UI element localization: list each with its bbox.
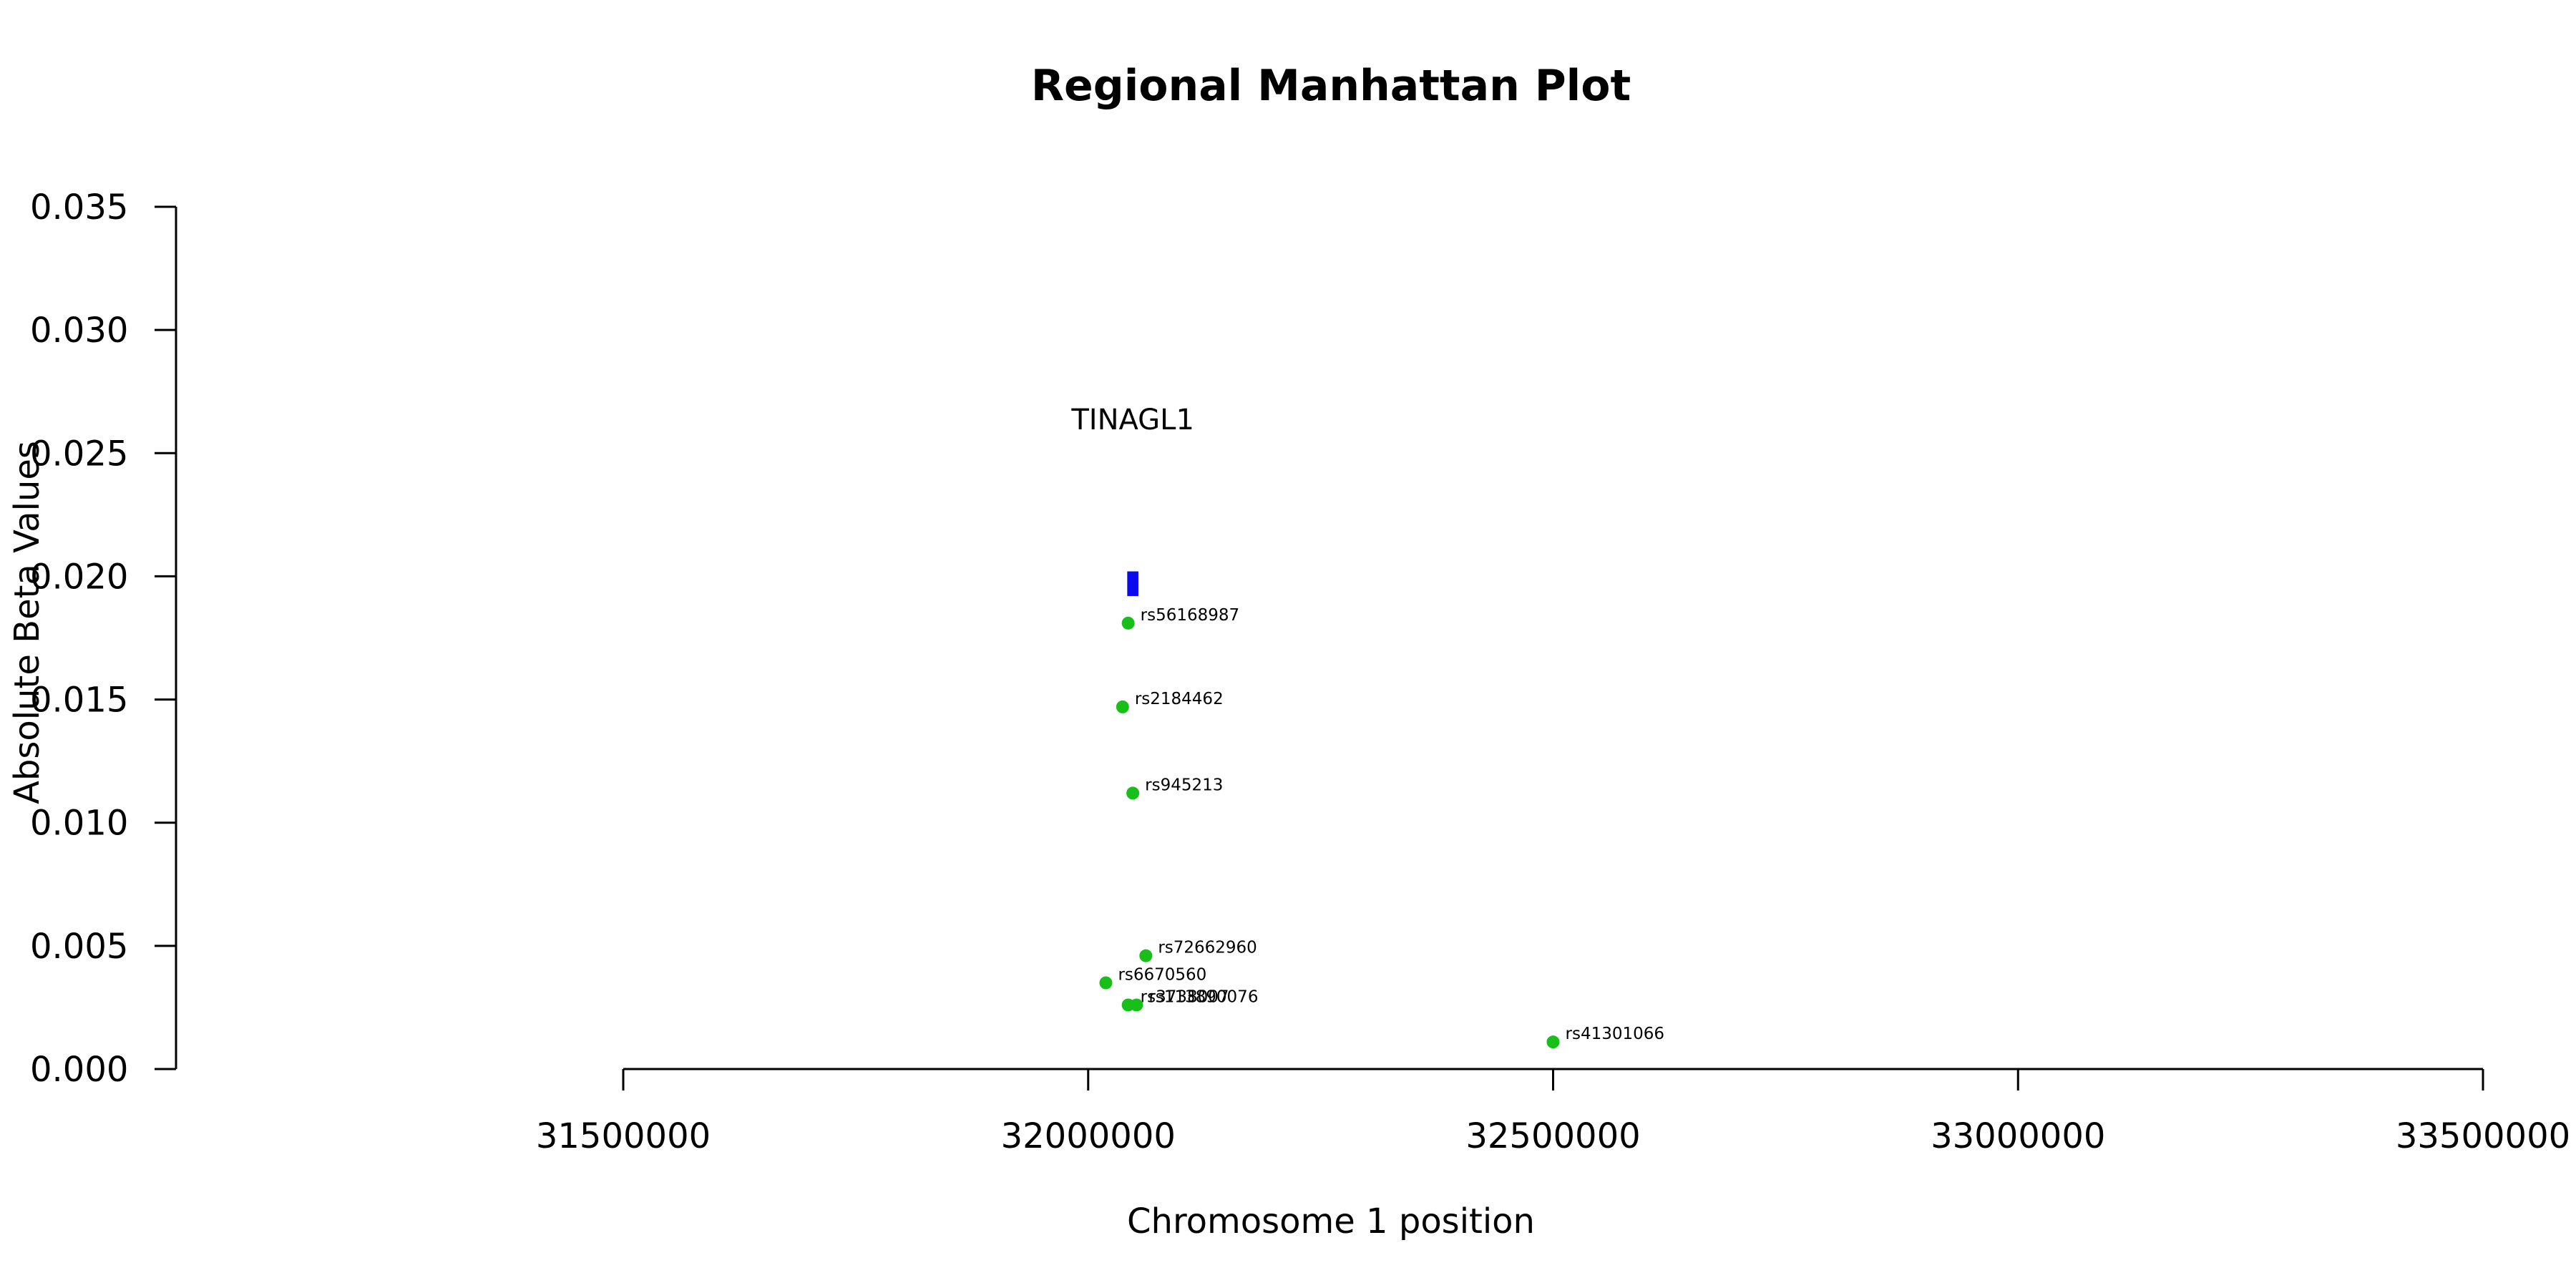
snp-label: rs3738007 xyxy=(1141,987,1229,1006)
x-tick-label: 32000000 xyxy=(1001,1116,1176,1156)
snp-point xyxy=(1099,976,1113,990)
snp-point xyxy=(1139,949,1153,962)
y-tick-label: 0.010 xyxy=(30,804,128,844)
snp-label: rs113890076 xyxy=(1148,987,1258,1006)
y-tick-label: 0.025 xyxy=(30,434,128,474)
snp-point xyxy=(1130,998,1143,1012)
y-tick-label: 0.000 xyxy=(30,1050,128,1090)
y-axis: 0.000 0.005 0.010 0.015 0.020 0.025 0.030 0.035 xyxy=(30,187,177,1090)
y-tick-label: 0.005 xyxy=(30,927,128,967)
snp-label: rs6670560 xyxy=(1118,966,1206,985)
gene-box xyxy=(1127,571,1138,596)
snp-label: rs945213 xyxy=(1145,776,1223,794)
snp-point xyxy=(1121,616,1135,630)
gene-label: TINAGL1 xyxy=(1070,404,1194,436)
snp-label: rs56168987 xyxy=(1141,606,1240,625)
y-tick-label: 0.035 xyxy=(30,187,128,228)
x-tick-label: 33500000 xyxy=(2396,1116,2570,1156)
y-tick-label: 0.015 xyxy=(30,680,128,721)
snp-label: rs41301066 xyxy=(1566,1025,1665,1043)
snp-point xyxy=(1546,1035,1560,1049)
snp-points: rs56168987 rs2184462 rs945213 rs72662960 rs6… xyxy=(1099,606,1665,1049)
snp-label: rs2184462 xyxy=(1135,690,1224,708)
chart-title: Regional Manhattan Plot xyxy=(1031,61,1631,111)
x-tick-label: 31500000 xyxy=(536,1116,711,1156)
snp-label: rs72662960 xyxy=(1158,939,1257,957)
y-axis-label: Absolute Beta Values xyxy=(7,441,47,804)
snp-point xyxy=(1126,786,1140,800)
y-tick-label: 0.030 xyxy=(30,311,128,351)
gene-track: TINAGL1 xyxy=(1070,404,1194,596)
x-tick-label: 32500000 xyxy=(1465,1116,1640,1156)
snp-point xyxy=(1116,700,1129,713)
x-axis-label: Chromosome 1 position xyxy=(1127,1201,1535,1241)
x-tick-label: 33000000 xyxy=(1931,1116,2105,1156)
y-tick-label: 0.020 xyxy=(30,557,128,597)
x-axis: 31500000 32000000 32500000 33000000 33500000 xyxy=(536,1068,2570,1156)
